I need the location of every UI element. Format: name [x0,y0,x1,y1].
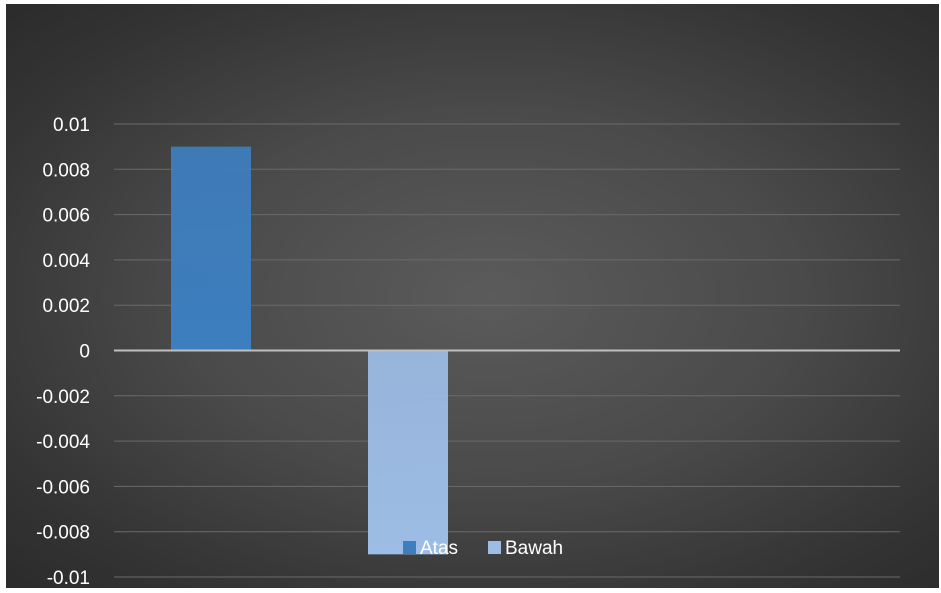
y-tick-label: -0.002 [36,387,90,408]
y-tick-label: 0 [79,342,90,363]
y-tick-label: -0.004 [36,432,90,453]
bars [171,146,448,555]
legend: Atas Bawah [403,538,563,559]
legend-label-atas: Atas [420,538,458,559]
legend-swatch-atas [403,541,416,554]
y-tick-label: 0.006 [42,206,90,227]
y-tick-label: -0.006 [36,477,90,498]
y-tick-label: 0.004 [42,251,90,272]
y-tick-label: 0.002 [42,296,90,317]
bar-chart: 0.01 0.008 0.006 0.004 0.002 0 -0.002 -0.004 -0.… [36,115,900,589]
y-tick-label: -0.01 [47,568,90,588]
legend-swatch-bawah [488,541,501,554]
bar-bawah [368,350,448,555]
y-axis-tick-labels: 0.01 0.008 0.006 0.004 0.002 0 -0.002 -0.004 -0.… [36,115,90,589]
legend-label-bawah: Bawah [505,538,563,559]
y-tick-label: 0.01 [53,115,90,136]
y-tick-label: -0.008 [36,523,90,544]
chart-area: 0.01 0.008 0.006 0.004 0.002 0 -0.002 -0.004 -0.… [6,4,939,589]
bar-atas [171,146,251,351]
y-tick-label: 0.008 [42,160,90,181]
